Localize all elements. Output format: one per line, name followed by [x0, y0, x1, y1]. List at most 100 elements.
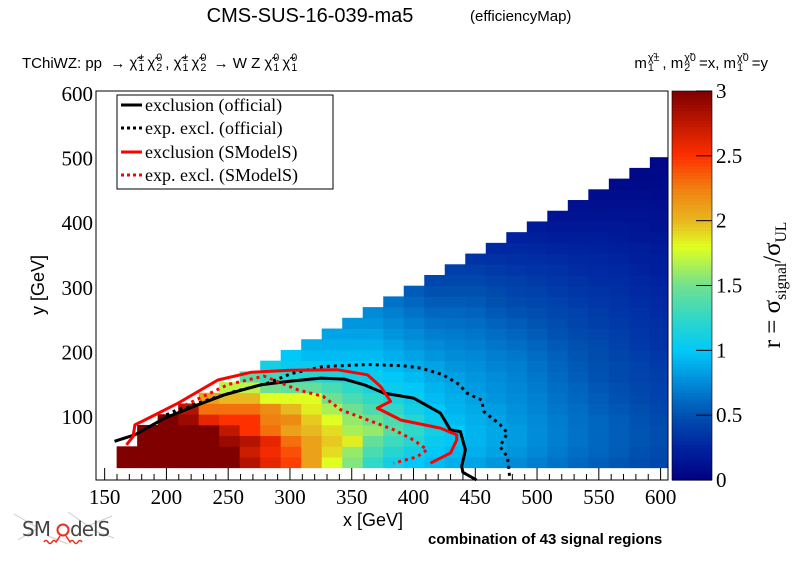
heatmap-cell	[465, 307, 487, 319]
heatmap-cell	[321, 457, 343, 469]
heatmap-cell	[465, 339, 487, 351]
heatmap-cell	[424, 317, 446, 329]
z-tick-label: 2	[716, 209, 727, 233]
heatmap-cell	[485, 317, 507, 329]
heatmap-cell	[629, 317, 651, 329]
heatmap-cell	[608, 242, 630, 254]
colorbar-segment	[672, 97, 712, 102]
subscript: 1	[737, 61, 744, 74]
y-tick-label: 300	[62, 276, 94, 300]
colorbar-segment	[672, 129, 712, 134]
heatmap-cell	[547, 414, 569, 426]
heatmap-cell	[424, 296, 446, 308]
colorbar-segment	[672, 266, 712, 270]
colorbar-segment	[672, 249, 712, 254]
subscript: 1	[182, 61, 189, 74]
heatmap-cell	[588, 360, 610, 372]
heatmap-cell	[239, 424, 261, 437]
heatmap-cell	[444, 339, 466, 351]
heatmap-cell	[342, 446, 364, 458]
colorbar-segment	[672, 113, 712, 118]
x-tick-label: 300	[274, 485, 306, 509]
colorbar-segment	[672, 382, 712, 387]
superscript: χ̃0	[737, 52, 749, 64]
label-text: , m	[662, 54, 684, 72]
heatmap-cell	[506, 264, 528, 276]
heatmap-cell	[506, 371, 528, 383]
heatmap-cell	[280, 403, 302, 415]
colorbar-segment	[672, 389, 712, 394]
heatmap-cell	[485, 435, 507, 447]
heatmap-cell	[567, 264, 589, 276]
colorbar-segment	[672, 155, 712, 160]
heatmap-cell	[383, 435, 405, 447]
heatmap-cell	[301, 382, 323, 394]
heatmap-cell	[465, 403, 487, 415]
heatmap-cell	[547, 392, 569, 404]
heatmap-cell	[383, 349, 405, 362]
heatmap-cell	[260, 360, 282, 372]
heatmap-cell	[465, 382, 487, 394]
heatmap-cell	[649, 446, 669, 458]
colorbar-segment	[672, 204, 712, 209]
heatmap-cell	[301, 457, 323, 469]
colorbar-segment	[672, 259, 712, 264]
heatmap-cell	[465, 446, 487, 458]
plot-frame	[95, 90, 669, 481]
heatmap-cell	[362, 339, 384, 351]
heatmap-cell	[485, 424, 507, 437]
heatmap-cell	[547, 242, 569, 254]
colorbar-segment	[672, 317, 712, 322]
heatmap-cell	[137, 457, 159, 469]
heatmap-cell	[424, 414, 446, 426]
heatmap-cell	[444, 371, 466, 383]
heatmap-cell	[362, 392, 384, 404]
colorbar-segment	[672, 194, 712, 199]
heatmap-cell	[465, 285, 487, 297]
legend: exclusion (official) exp. excl. (officia…	[116, 94, 334, 190]
heatmap-cell	[608, 414, 630, 426]
z-label-mid: /σ	[759, 242, 786, 263]
heatmap-cell	[219, 435, 241, 447]
colorbar-segment	[672, 330, 712, 335]
subscript: 2	[684, 61, 691, 74]
particle-base: χ̃	[191, 54, 200, 72]
heatmap-cell	[547, 360, 569, 372]
colorbar-segment	[672, 363, 712, 368]
colorbar-segment	[672, 217, 712, 222]
heatmap-cell	[280, 435, 302, 447]
colorbar-segment	[672, 126, 712, 131]
heatmap-cell	[506, 457, 528, 469]
heatmap-cell	[383, 360, 405, 372]
colorbar-segment	[672, 405, 712, 410]
heatmap-cell	[526, 392, 548, 404]
heatmap-cell	[526, 371, 548, 383]
heatmap-cell	[608, 392, 630, 404]
particle-base: χ̃	[282, 54, 291, 72]
heatmap-cell	[608, 253, 630, 265]
heatmap-cell	[588, 371, 610, 383]
colorbar-segment	[672, 457, 712, 462]
heatmap-cell	[629, 242, 651, 254]
heatmap-cell	[567, 232, 589, 244]
heatmap-cell	[444, 457, 466, 469]
heatmap-cell	[485, 403, 507, 415]
colorbar-segment	[672, 142, 712, 147]
colorbar-segment	[672, 91, 712, 95]
z-tick-label: 1.5	[716, 274, 742, 298]
heatmap-cell	[260, 382, 282, 394]
heatmap-cell	[547, 264, 569, 276]
heatmap-cell	[506, 446, 528, 458]
heatmap-cell	[588, 307, 610, 319]
heatmap-cell	[465, 392, 487, 404]
contour-exclusion-official	[114, 376, 478, 482]
heatmap-cell	[629, 167, 651, 180]
heatmap-cell	[485, 296, 507, 308]
heatmap-cell	[219, 403, 241, 415]
heatmap-cell	[444, 274, 466, 287]
colorbar-segment	[672, 175, 712, 180]
colorbar-segment	[672, 123, 712, 128]
heatmap-cell	[403, 435, 425, 447]
colorbar-segment	[672, 411, 712, 416]
